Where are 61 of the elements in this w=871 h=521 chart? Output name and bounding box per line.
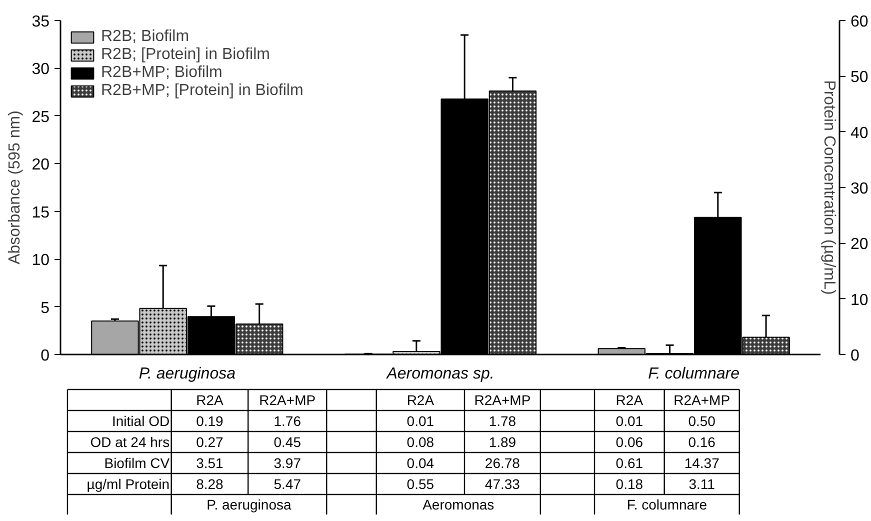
x-tick-label: F. columnare: [648, 366, 740, 382]
text: µg/ml Protein: [86, 476, 170, 492]
text: 1.76: [274, 413, 302, 429]
text: 0.08: [406, 434, 434, 450]
text: OD at 24 hrs: [90, 434, 170, 450]
y2-tick-label: 0: [850, 348, 860, 364]
text: R2A: [616, 392, 644, 408]
text: 8.28: [196, 476, 224, 492]
text: 0.01: [616, 413, 644, 429]
y-tick-label: 35: [32, 14, 50, 30]
legend-label: R2B; Biofilm: [101, 28, 190, 46]
y-tick-label: 20: [32, 156, 50, 174]
text: 3.97: [274, 455, 302, 471]
legend-label: R2B+MP; [Protein] in Biofilm: [101, 82, 304, 100]
y2-tick-label: 60: [850, 14, 868, 30]
text: Aeromonas: [422, 496, 494, 512]
text: 1.78: [488, 413, 516, 429]
text: 0.50: [688, 413, 716, 429]
text: 14.37: [684, 455, 720, 471]
text: 0.06: [616, 434, 644, 450]
y-tick-label: 15: [32, 204, 50, 222]
y-tick-label: 10: [32, 252, 50, 270]
y2-tick-label: 20: [850, 236, 868, 254]
text: Biofilm CV: [104, 455, 170, 471]
text: 0.01: [406, 413, 434, 429]
y-tick-label: 0: [40, 348, 50, 364]
text: P. aeruginosa: [206, 496, 292, 512]
y2-tick-label: 50: [850, 69, 868, 86]
text: 5.47: [274, 476, 302, 492]
x-tick-label: Aeromonas sp.: [386, 366, 494, 382]
text: F. columnare: [626, 496, 708, 512]
text: R2A+MP: [474, 392, 531, 408]
y2-tick-label: 40: [850, 124, 868, 142]
y-tick-label: 5: [40, 300, 50, 317]
text: 3.11: [688, 476, 716, 492]
text: 47.33: [484, 476, 520, 492]
text: R2A: [196, 392, 224, 408]
text: 0.55: [406, 476, 434, 492]
text: 0.19: [196, 413, 224, 429]
text: R2A+MP: [259, 392, 316, 408]
text: R2A+MP: [674, 392, 730, 408]
y-tick-label: 30: [32, 61, 50, 78]
text: 0.61: [616, 455, 644, 471]
text: 0.18: [616, 476, 644, 492]
text: 0.45: [274, 434, 302, 450]
x-tick-label: P. aeruginosa: [138, 366, 236, 382]
text: 0.04: [406, 455, 434, 471]
legend-label: R2B+MP; Biofilm: [101, 64, 222, 82]
text: 26.78: [484, 455, 520, 471]
legend-label: R2B; [Protein] in Biofilm: [101, 46, 270, 64]
y2-tick-label: 10: [850, 292, 868, 309]
y2-tick-label: 30: [850, 180, 868, 198]
text: 0.27: [196, 434, 224, 450]
text: R2A: [406, 392, 435, 408]
text: 1.89: [488, 434, 516, 450]
text: 3.51: [196, 455, 224, 471]
y2-axis-title: Protein Concentration (µg/mL): [820, 80, 838, 295]
text: Initial OD: [112, 413, 170, 429]
y-tick-label: 25: [32, 108, 50, 126]
text: 0.16: [688, 434, 716, 450]
y-axis-title: Absorbance (595 nm): [6, 110, 24, 264]
